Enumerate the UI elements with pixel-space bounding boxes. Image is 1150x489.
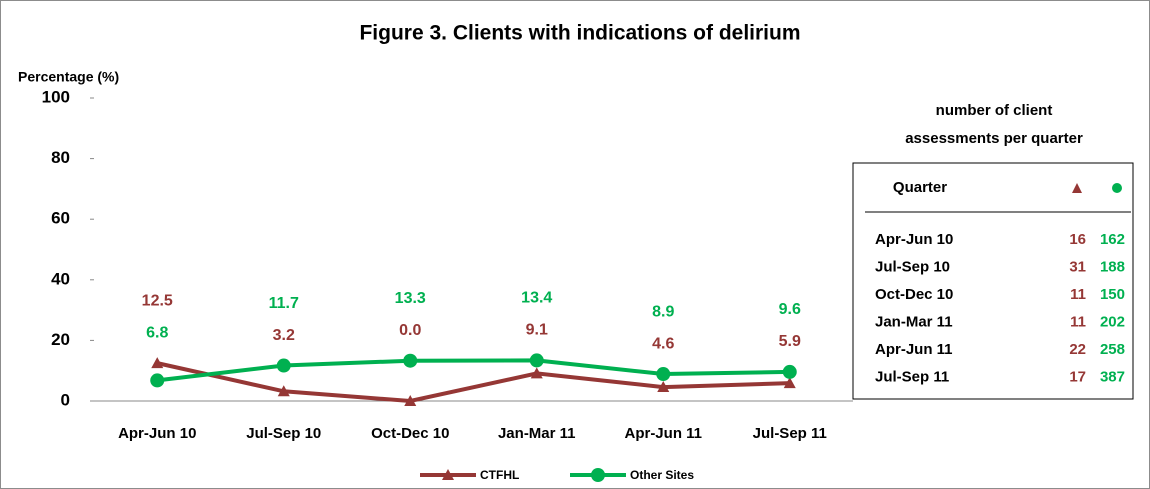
x-tick-label: Jul-Sep 10 bbox=[246, 425, 321, 442]
y-tick-label: 40 bbox=[51, 269, 70, 288]
x-tick-label: Jan-Mar 11 bbox=[498, 425, 576, 442]
y-tick-label: 20 bbox=[51, 330, 70, 349]
point-marker bbox=[782, 364, 797, 379]
y-tick-label: 0 bbox=[61, 390, 70, 409]
legend-label: CTFHL bbox=[480, 468, 519, 482]
x-tick-label: Jul-Sep 11 bbox=[753, 425, 827, 442]
legend-label: Other Sites bbox=[630, 468, 694, 482]
table-header: Quarter bbox=[893, 179, 947, 196]
data-label: 5.9 bbox=[779, 333, 801, 350]
data-label: 9.6 bbox=[779, 301, 801, 318]
point-marker bbox=[657, 381, 670, 393]
table-count: 11 bbox=[1070, 313, 1086, 330]
point-marker bbox=[591, 468, 605, 482]
table-box bbox=[852, 162, 1134, 400]
table-quarter: Apr-Jun 10 bbox=[875, 231, 953, 248]
series-line bbox=[156, 361, 790, 404]
point-marker bbox=[276, 358, 291, 373]
table-quarter: Jul-Sep 11 bbox=[875, 368, 949, 385]
header-circle bbox=[1112, 183, 1122, 193]
y-tick-label: 80 bbox=[51, 148, 70, 167]
point-marker bbox=[151, 357, 164, 369]
table-count: 202 bbox=[1100, 313, 1125, 330]
table-quarter: Oct-Dec 10 bbox=[875, 286, 953, 303]
data-label: 12.5 bbox=[142, 292, 173, 309]
y-tick-label: 100 bbox=[42, 87, 70, 106]
point-marker bbox=[529, 353, 544, 368]
table-title: assessments per quarter bbox=[905, 130, 1083, 147]
table-count: 22 bbox=[1069, 341, 1086, 358]
point-marker bbox=[150, 373, 165, 388]
table-count: 162 bbox=[1100, 231, 1125, 248]
data-label: 11.7 bbox=[269, 295, 299, 312]
data-label: 13.4 bbox=[521, 290, 552, 307]
table-quarter: Jul-Sep 10 bbox=[875, 258, 950, 275]
data-label: 0.0 bbox=[399, 322, 421, 339]
chart-title: Figure 3. Clients with indications of de… bbox=[359, 22, 800, 45]
table-title: number of client bbox=[936, 102, 1053, 119]
table-count: 16 bbox=[1069, 231, 1086, 248]
table-count: 387 bbox=[1100, 368, 1125, 385]
point-marker bbox=[442, 469, 454, 480]
point-marker bbox=[656, 367, 671, 382]
table-quarter: Apr-Jun 11 bbox=[875, 341, 953, 358]
table-count: 150 bbox=[1100, 286, 1125, 303]
table-count: 258 bbox=[1100, 341, 1125, 358]
point-marker bbox=[404, 395, 417, 406]
table-quarter: Jan-Mar 11 bbox=[875, 313, 953, 330]
series-line bbox=[157, 358, 790, 383]
data-label: 8.9 bbox=[652, 303, 674, 320]
header-triangle bbox=[1072, 183, 1082, 193]
data-label: 3.2 bbox=[273, 327, 295, 344]
x-tick-label: Apr-Jun 10 bbox=[118, 425, 196, 442]
point-marker bbox=[783, 377, 796, 389]
x-tick-label: Apr-Jun 11 bbox=[624, 425, 702, 442]
data-label: 6.8 bbox=[146, 324, 168, 341]
point-marker bbox=[277, 385, 290, 397]
y-tick-label: 60 bbox=[51, 209, 70, 228]
y-axis-label: Percentage (%) bbox=[18, 69, 119, 85]
point-marker bbox=[530, 367, 543, 379]
data-label: 13.3 bbox=[395, 290, 426, 307]
data-label: 4.6 bbox=[652, 335, 674, 352]
table-count: 188 bbox=[1100, 258, 1125, 275]
x-tick-label: Oct-Dec 10 bbox=[371, 425, 449, 442]
point-marker bbox=[403, 353, 418, 368]
data-label: 9.1 bbox=[526, 322, 548, 339]
table-count: 17 bbox=[1069, 368, 1086, 385]
table-count: 31 bbox=[1069, 258, 1086, 275]
table-count: 11 bbox=[1070, 286, 1086, 303]
